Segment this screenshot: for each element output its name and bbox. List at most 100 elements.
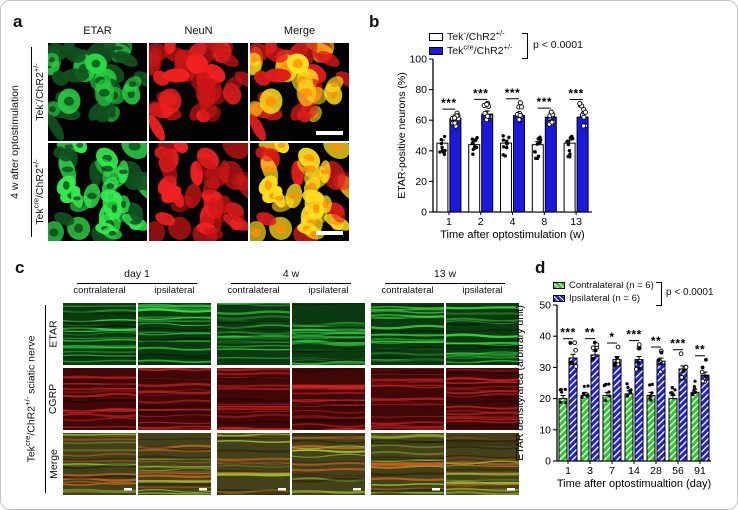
neuron-cell-core <box>128 81 137 87</box>
nerve-fiber <box>443 385 523 390</box>
panel-a-row-label-cre: Tekcre/ChR2+/- <box>31 159 46 225</box>
data-point <box>656 358 661 363</box>
data-point <box>580 123 587 129</box>
data-point <box>568 360 573 365</box>
nerve-fiber <box>289 477 369 482</box>
x-tick-label: 2 <box>478 216 484 228</box>
panel-d-legend-bracket <box>656 282 662 306</box>
data-point <box>439 141 444 146</box>
data-point <box>658 369 663 375</box>
nerve-fiber <box>289 325 369 327</box>
micrograph-c-cgrp-13w-ipsilateral <box>443 368 523 430</box>
neuron-cell-core <box>49 56 55 63</box>
fiber-gap <box>289 478 369 483</box>
x-tick-label: 4 <box>510 216 516 228</box>
nerve-fiber <box>135 421 215 425</box>
y-tick-label: 40 <box>539 331 551 343</box>
nerve-fiber <box>60 436 140 440</box>
neuron-cell-core <box>91 59 101 68</box>
nerve-fiber <box>135 460 215 464</box>
neuron-cell <box>47 114 65 141</box>
nerve-fiber <box>214 376 294 379</box>
nerve-fiber <box>60 480 140 485</box>
nerve-fiber <box>60 397 140 402</box>
micrograph-a-merge-cre <box>245 133 360 248</box>
nerve-fiber <box>214 489 294 494</box>
nerve-fiber <box>368 367 448 371</box>
micrograph-image-etar <box>60 303 140 365</box>
nerve-fiber <box>289 437 369 440</box>
legend-swatch-contralateral <box>553 282 565 289</box>
micrograph-c-etar-day1-ipsilateral <box>135 303 215 366</box>
bar <box>646 394 656 462</box>
data-point <box>474 145 479 150</box>
data-point <box>442 152 447 157</box>
scale-bar <box>278 488 286 491</box>
data-point <box>440 145 444 150</box>
nerve-fiber <box>443 306 523 310</box>
bar <box>568 357 578 462</box>
nerve-fiber <box>135 307 215 313</box>
panel-a-col-header-neun: NeuN <box>184 25 213 37</box>
nerve-fiber <box>214 330 294 336</box>
nerve-fiber <box>60 438 140 441</box>
nerve-fiber <box>214 464 294 468</box>
y-tick-label: 0 <box>545 456 551 468</box>
data-point <box>565 140 569 144</box>
data-point <box>501 134 505 138</box>
fiber-gap <box>214 449 294 453</box>
legend-swatch-cre <box>429 47 443 55</box>
sig-stars: ** <box>585 326 595 340</box>
micrograph-c-etar-4w-ipsilateral <box>289 303 369 366</box>
panel-a-letter: a <box>13 12 23 31</box>
fiber-gap <box>214 320 294 324</box>
neuron-cell <box>224 76 243 93</box>
micrograph-image-merge <box>289 433 369 495</box>
nerve-fiber <box>368 305 448 309</box>
nerve-fiber <box>135 489 215 493</box>
nerve-fiber <box>289 402 369 407</box>
data-point <box>507 135 511 140</box>
neuron-cell-core <box>128 141 141 151</box>
bar <box>544 116 557 213</box>
micrograph-a-neun-control <box>138 34 259 141</box>
panel-b-p-value: p < 0.0001 <box>533 39 583 51</box>
data-point <box>570 136 575 141</box>
nerve-fiber <box>135 427 215 429</box>
data-point <box>626 385 630 389</box>
nerve-fiber <box>60 473 140 477</box>
fiber-gap <box>289 340 369 345</box>
nerve-fiber <box>214 344 294 348</box>
bar <box>558 398 568 462</box>
nerve-fiber <box>289 399 369 403</box>
fiber-gap <box>368 441 448 445</box>
x-tick-label: 91 <box>694 465 706 477</box>
data-point <box>517 100 523 106</box>
fiber-gap <box>443 329 523 333</box>
fiber-gap <box>60 474 140 480</box>
panel-c-time-header-day1: day 1 <box>124 268 150 280</box>
nerve-fiber <box>60 389 140 394</box>
data-point <box>533 150 537 154</box>
panel-c-time-header-13w: 13 w <box>433 268 457 280</box>
data-point <box>650 391 654 395</box>
fiber-gap <box>135 446 215 452</box>
nerve-fiber <box>60 426 140 428</box>
nerve-fiber <box>214 387 294 391</box>
data-point <box>519 104 525 110</box>
nerve-fiber <box>289 423 369 428</box>
nerve-fiber <box>443 381 523 384</box>
fiber-gap <box>214 411 294 415</box>
panel-c-side-header: contralateral <box>73 285 126 296</box>
neuron-cell <box>148 114 166 141</box>
nerve-fiber <box>289 359 369 363</box>
micrograph-c-cgrp-4w-ipsilateral <box>289 368 369 433</box>
nerve-fiber <box>60 329 140 333</box>
data-point <box>536 154 541 159</box>
nerve-fiber <box>289 357 369 361</box>
data-point <box>669 391 673 395</box>
micrograph-c-etar-day1-contralateral <box>60 303 140 365</box>
panel-c-side-header: ipsilateral <box>308 285 349 296</box>
nerve-fiber <box>135 316 215 321</box>
nerve-fiber <box>443 342 523 346</box>
